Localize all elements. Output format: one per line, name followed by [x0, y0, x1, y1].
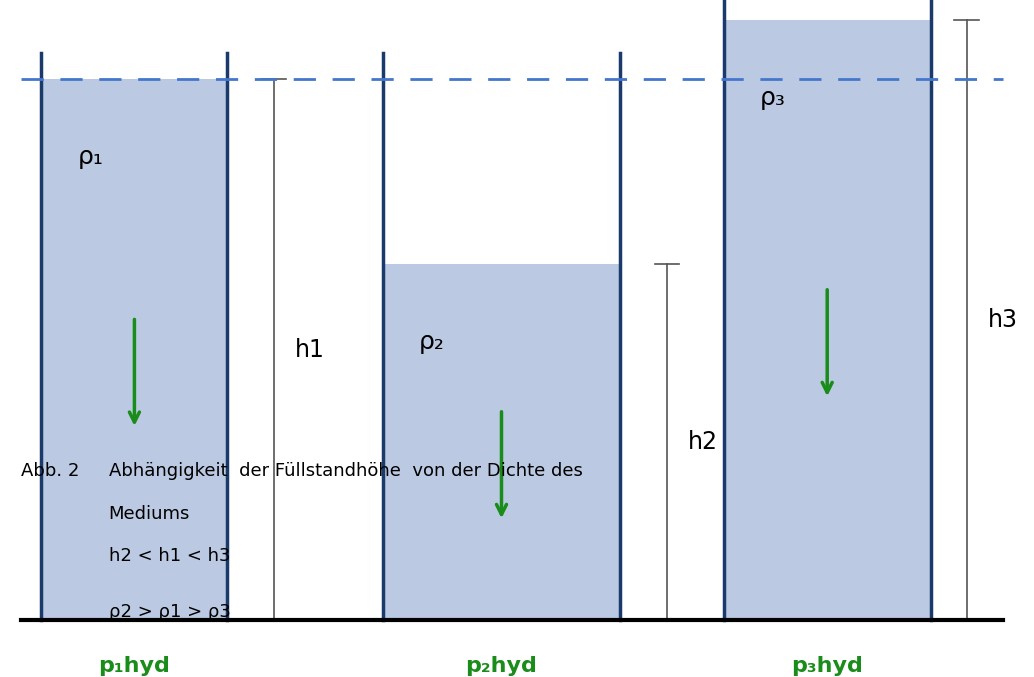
Text: h1: h1: [295, 338, 325, 362]
Text: h2: h2: [688, 430, 718, 454]
Text: Abhängigkeit  der Füllstandhöhe  von der Dichte des: Abhängigkeit der Füllstandhöhe von der D…: [109, 462, 582, 480]
Bar: [383, 264, 620, 620]
Text: ρ₁: ρ₁: [78, 145, 103, 169]
Text: Mediums: Mediums: [109, 504, 190, 523]
Bar: [41, 79, 227, 620]
Text: h2 < h1 < h3: h2 < h1 < h3: [109, 548, 231, 565]
Text: ρ2 > ρ1 > ρ3: ρ2 > ρ1 > ρ3: [109, 603, 231, 621]
Text: h3: h3: [987, 308, 1017, 332]
Text: ρ₂: ρ₂: [419, 330, 445, 354]
Text: p₃hyd: p₃hyd: [791, 656, 863, 676]
Text: Abb. 2: Abb. 2: [21, 462, 79, 480]
Bar: [724, 20, 931, 620]
Text: p₂hyd: p₂hyd: [465, 656, 538, 676]
Text: p₁hyd: p₁hyd: [98, 656, 171, 676]
Text: ρ₃: ρ₃: [760, 86, 786, 110]
